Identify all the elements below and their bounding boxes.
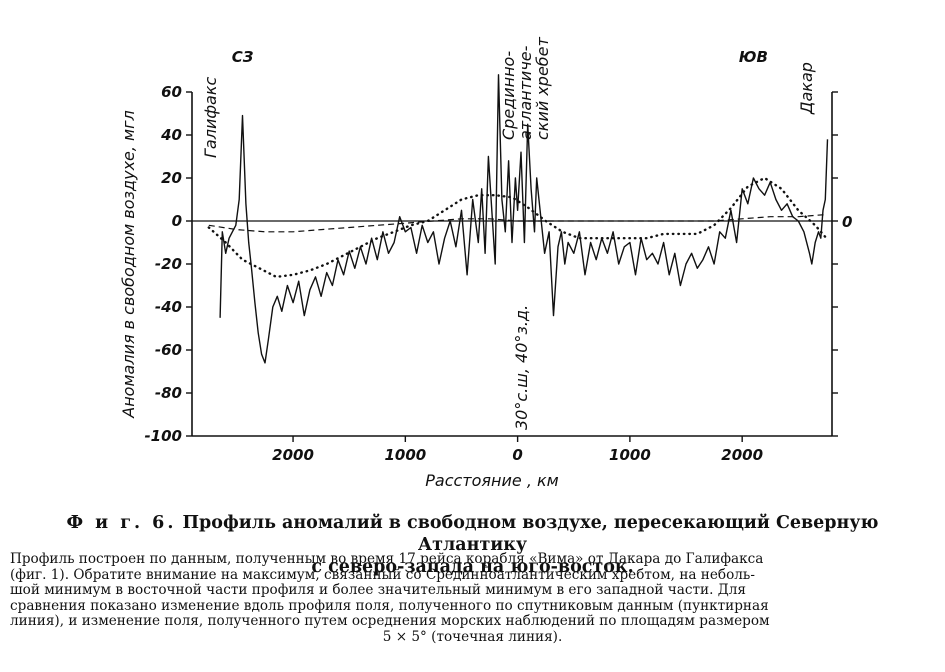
- direction-label-se: ЮВ: [739, 48, 768, 66]
- y-tick-label: -80: [155, 384, 182, 402]
- y-tick-label: -40: [155, 298, 182, 316]
- anomaly-profile-chart: 60 40 20 0 -20 -40 -60 -80 -100 2000 1000 0 1000 2000…: [119, 36, 852, 490]
- caption-body-line: (фиг. 1). Обратите внимание на максимум,…: [10, 566, 755, 583]
- series-line-solid: [219, 74, 829, 364]
- caption-body-line: 5 × 5° (точечная линия).: [382, 628, 563, 645]
- x-tick-label: 2000: [721, 446, 763, 464]
- figure-caption-title: Ф и г. 6. Профиль аномалий в свободном в…: [10, 512, 935, 578]
- x-tick-label: 1000: [609, 446, 651, 464]
- y-tick-label: 40: [160, 126, 182, 144]
- x-axis-title: Расстояние , км: [425, 471, 558, 490]
- figure-caption-body: Профиль построен по данным, полученным в…: [10, 551, 935, 646]
- direction-label-nw: СЗ: [232, 48, 254, 66]
- series-line-dashed: [208, 213, 827, 233]
- x-tick-label: 1000: [384, 446, 426, 464]
- y-tick-label: 60: [161, 83, 182, 101]
- figure-label: Ф и г. 6.: [66, 513, 177, 533]
- caption-title-line-1: Профиль аномалий в свободном воздухе, пе…: [182, 513, 879, 555]
- chart-series: [207, 74, 829, 364]
- ridge-label: атлантиче-: [516, 45, 535, 140]
- caption-title-line-2: с северо-запада на юго-восток.: [311, 557, 634, 577]
- y-tick-label: -60: [155, 341, 182, 359]
- ridge-label: ский хребет: [533, 36, 552, 140]
- y-tick-label: 20: [161, 169, 182, 187]
- city-label-dakar: Дакар: [797, 62, 816, 115]
- city-label-halifax: Галифакс: [201, 77, 220, 158]
- right-zero-label: 0: [842, 213, 852, 231]
- caption-body-line: линия), и изменение поля, полученного пу…: [10, 613, 770, 630]
- caption-body-line: Профиль построен по данным, полученным в…: [10, 551, 764, 567]
- y-tick-label: -20: [155, 255, 182, 273]
- y-tick-label: 0: [172, 212, 182, 230]
- caption-body-line: сравнения показано изменение вдоль профи…: [10, 597, 769, 614]
- chart-annotations: СЗ ЮВ Галифакс Дакар Срединно-атлантиче-ский…: [201, 36, 816, 430]
- y-tick-label: -100: [144, 427, 182, 445]
- series-line-dotted: [207, 176, 828, 279]
- x-tick-label: 0: [512, 446, 522, 464]
- center-coordinate-label: 30°с.ш, 40°з.д.: [512, 305, 531, 430]
- x-tick-label: 2000: [272, 446, 314, 464]
- y-axis-title: Аномалия в свободном воздухе, мгл: [119, 110, 138, 419]
- chart-axes: 60 40 20 0 -20 -40 -60 -80 -100 2000 1000 0 1000 2000…: [119, 83, 852, 490]
- caption-body-line: шой минимум в восточной части профиля и …: [10, 582, 746, 599]
- ridge-label: Срединно-: [499, 51, 518, 140]
